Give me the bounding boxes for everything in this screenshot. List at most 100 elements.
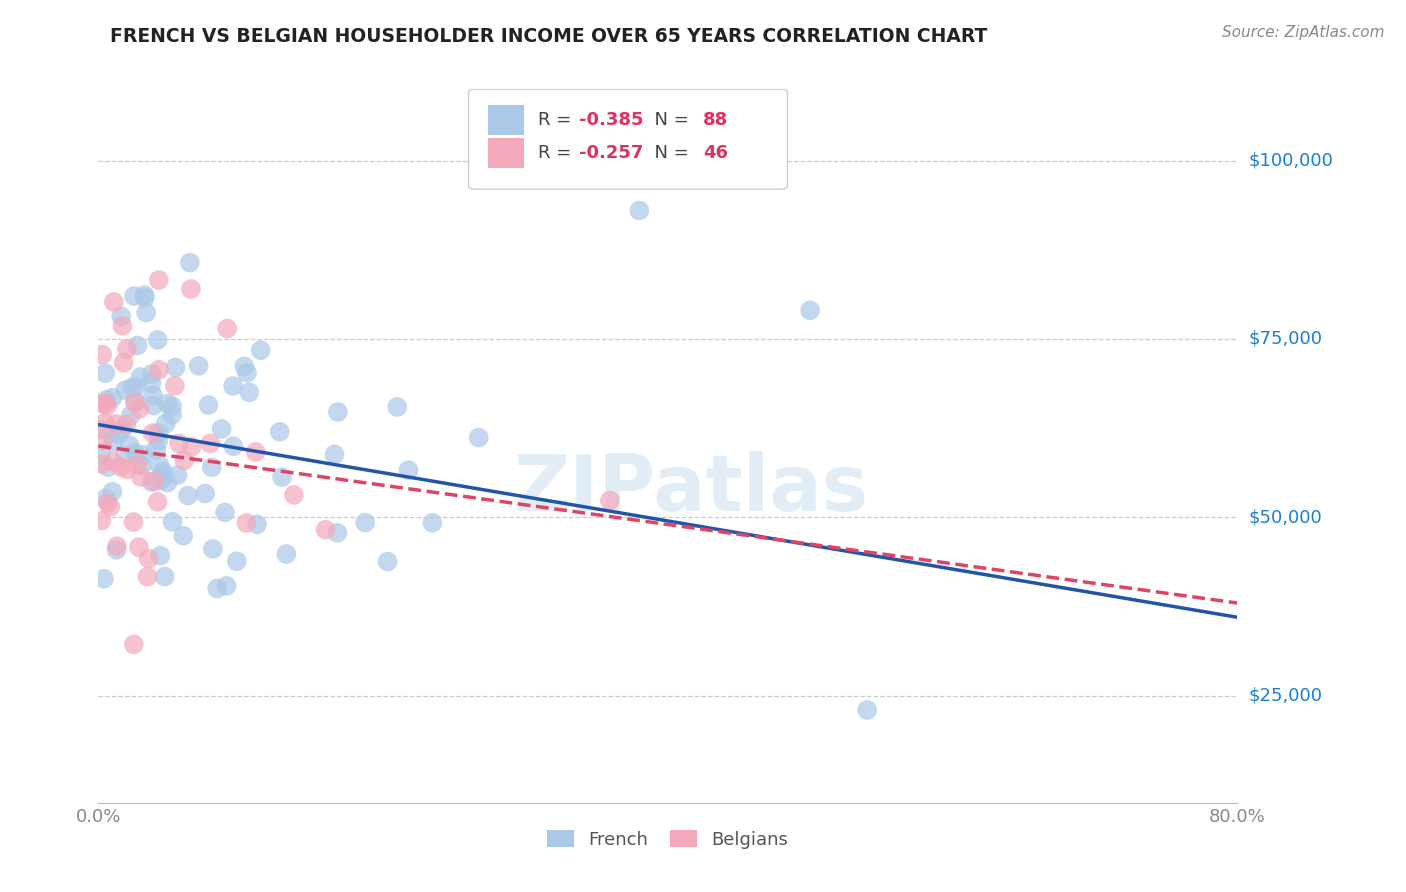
Point xyxy=(96,399,118,413)
Point xyxy=(90,446,112,460)
Point xyxy=(326,405,349,419)
Point xyxy=(179,255,201,269)
Point xyxy=(467,431,489,445)
Point xyxy=(233,359,256,374)
Point xyxy=(398,463,420,477)
Point xyxy=(148,273,170,287)
Point xyxy=(422,516,444,530)
Point xyxy=(222,379,245,393)
Text: Source: ZipAtlas.com: Source: ZipAtlas.com xyxy=(1222,25,1385,40)
Point xyxy=(283,488,305,502)
Point xyxy=(90,457,112,471)
Point xyxy=(142,399,165,413)
Point xyxy=(142,388,165,402)
Point xyxy=(150,473,173,487)
Point xyxy=(101,455,124,469)
FancyBboxPatch shape xyxy=(488,105,524,135)
Point xyxy=(129,470,152,484)
Point xyxy=(136,569,159,583)
Point xyxy=(122,515,145,529)
Point xyxy=(387,400,409,414)
FancyBboxPatch shape xyxy=(488,138,524,169)
Point xyxy=(112,356,135,370)
Text: N =: N = xyxy=(643,145,695,162)
Text: N =: N = xyxy=(643,111,695,128)
Point xyxy=(149,458,172,473)
Text: $100,000: $100,000 xyxy=(1249,152,1333,169)
Point xyxy=(91,434,114,448)
Point xyxy=(152,465,174,479)
Point xyxy=(122,289,145,303)
Point xyxy=(197,398,219,412)
Point xyxy=(245,445,267,459)
Text: 46: 46 xyxy=(703,145,728,162)
Text: $25,000: $25,000 xyxy=(1249,687,1323,705)
Point xyxy=(141,376,163,391)
Point xyxy=(101,484,124,499)
Point xyxy=(94,416,117,430)
Point xyxy=(101,391,124,405)
Point xyxy=(166,468,188,483)
Point xyxy=(107,426,129,441)
Point xyxy=(315,523,337,537)
Point xyxy=(156,475,179,490)
Point xyxy=(377,555,399,569)
Point xyxy=(194,486,217,500)
Point xyxy=(201,460,224,475)
Point xyxy=(111,318,134,333)
Point xyxy=(599,493,621,508)
Point xyxy=(94,366,117,380)
Point xyxy=(128,540,150,554)
Point xyxy=(97,460,120,475)
Point xyxy=(163,378,186,392)
Point xyxy=(217,321,239,335)
Point xyxy=(98,500,121,514)
Point xyxy=(115,342,138,356)
Text: -0.257: -0.257 xyxy=(579,145,644,162)
Point xyxy=(104,417,127,431)
Point xyxy=(156,397,179,411)
Point xyxy=(114,449,136,463)
Point xyxy=(799,303,821,318)
Point xyxy=(167,436,190,450)
Point xyxy=(323,447,346,461)
Point xyxy=(134,288,156,302)
Point xyxy=(269,425,291,439)
Point xyxy=(162,400,184,414)
Text: $50,000: $50,000 xyxy=(1249,508,1322,526)
Point xyxy=(143,475,166,489)
Point xyxy=(211,422,233,436)
Point xyxy=(180,440,202,454)
Point xyxy=(141,367,163,381)
Point xyxy=(165,360,187,375)
Point xyxy=(124,395,146,409)
Point xyxy=(97,496,120,510)
Point xyxy=(110,460,132,475)
Point xyxy=(326,525,349,540)
Point xyxy=(214,505,236,519)
Point xyxy=(172,529,194,543)
Point xyxy=(131,458,153,473)
Point xyxy=(90,422,112,436)
Point xyxy=(146,495,169,509)
Point xyxy=(142,426,165,441)
Point xyxy=(205,582,228,596)
Point xyxy=(249,343,271,358)
Point xyxy=(110,310,132,324)
Point xyxy=(124,446,146,460)
Point xyxy=(160,408,183,422)
Point xyxy=(138,551,160,566)
Point xyxy=(271,470,294,484)
Point xyxy=(276,547,298,561)
Point xyxy=(222,439,245,453)
Point xyxy=(96,392,118,407)
Point xyxy=(180,282,202,296)
Point xyxy=(114,383,136,397)
Text: R =: R = xyxy=(538,111,576,128)
FancyBboxPatch shape xyxy=(468,89,787,189)
Point xyxy=(162,515,184,529)
Point xyxy=(91,396,114,410)
Point xyxy=(120,409,142,423)
Point xyxy=(236,366,259,380)
Text: ZIPatlas: ZIPatlas xyxy=(513,450,868,527)
